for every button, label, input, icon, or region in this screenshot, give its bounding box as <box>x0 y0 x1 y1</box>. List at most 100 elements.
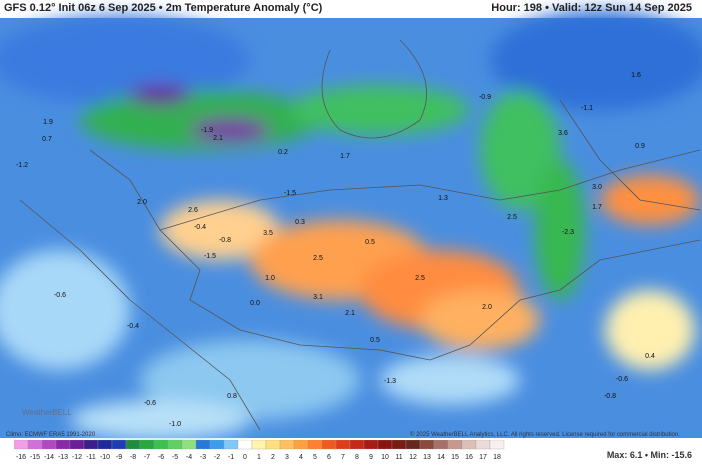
colorbar-swatch <box>461 440 477 450</box>
anomaly-label: -1.9 <box>201 127 213 134</box>
borders <box>19 39 701 431</box>
colorbar-label: 4 <box>299 454 303 461</box>
colorbar-label: 17 <box>479 454 487 461</box>
colorbar-label: 9 <box>369 454 373 461</box>
colorbar-swatch <box>195 440 211 450</box>
anomaly-label: 2.5 <box>507 214 517 221</box>
colorbar-swatch <box>307 440 323 450</box>
colorbar-label: -9 <box>116 454 122 461</box>
anomaly-label: -1.2 <box>16 162 28 169</box>
colorbar-label: -7 <box>144 454 150 461</box>
colorbar-swatch <box>237 440 253 450</box>
colorbar-swatch <box>251 440 267 450</box>
colorbar-label: 1 <box>257 454 261 461</box>
colorbar-label: 3 <box>285 454 289 461</box>
watermark: WeatherBELL <box>22 408 72 417</box>
anomaly-label: 2.0 <box>137 199 147 206</box>
anomaly-label: -1.1 <box>581 105 593 112</box>
colorbar-label: -4 <box>186 454 192 461</box>
colorbar-swatch <box>321 440 337 450</box>
anomaly-label: 1.6 <box>631 72 641 79</box>
colorbar-label: -15 <box>30 454 40 461</box>
colorbar-label: -11 <box>86 454 96 461</box>
colorbar-label: -6 <box>158 454 164 461</box>
anomaly-label: -0.4 <box>194 224 206 231</box>
anomaly-label: 1.9 <box>43 119 53 126</box>
colorbar-label: 16 <box>465 454 473 461</box>
anomaly-label: 0.9 <box>635 143 645 150</box>
colorbar-label: 13 <box>423 454 431 461</box>
anomaly-label: 0.2 <box>278 149 288 156</box>
anomaly-label: -1.5 <box>284 190 296 197</box>
colorbar-label: -14 <box>44 454 54 461</box>
anomaly-label: -0.6 <box>54 292 66 299</box>
anomaly-label: 0.5 <box>365 239 375 246</box>
anomaly-label: -0.8 <box>604 393 616 400</box>
header-left: GFS 0.12° Init 06z 6 Sep 2025 • 2m Tempe… <box>4 2 323 14</box>
colorbar-swatch <box>97 440 113 450</box>
colorbar-label: 18 <box>493 454 501 461</box>
colorbar-label: 8 <box>355 454 359 461</box>
climo-note: Climo: ECMWF ERA5 1991-2020 <box>6 432 96 438</box>
colorbar-label: -16 <box>16 454 26 461</box>
colorbar-label: -1 <box>228 454 234 461</box>
anomaly-label: -0.6 <box>144 400 156 407</box>
colorbar-swatch <box>419 440 435 450</box>
colorbar-swatch <box>167 440 183 450</box>
colorbar-swatch <box>139 440 155 450</box>
colorbar-label: 7 <box>341 454 345 461</box>
colorbar-label: 14 <box>437 454 445 461</box>
header-right: Hour: 198 • Valid: 12z Sun 14 Sep 2025 <box>491 2 692 14</box>
colorbar-swatch <box>363 440 379 450</box>
colorbar-swatch <box>335 440 351 450</box>
colorbar-label: 6 <box>327 454 331 461</box>
anomaly-label: 0.4 <box>645 353 655 360</box>
anomaly-label: 0.5 <box>370 337 380 344</box>
colorbar-swatch <box>279 440 295 450</box>
anomaly-label: 3.1 <box>313 294 323 301</box>
colorbar-label: 12 <box>409 454 417 461</box>
anomaly-label: -0.8 <box>219 237 231 244</box>
colorbar-swatch <box>14 440 29 450</box>
anomaly-label: 2.1 <box>213 135 223 142</box>
anomaly-label: -1.3 <box>384 378 396 385</box>
anomaly-label: -0.6 <box>616 376 628 383</box>
colorbar-label: -13 <box>58 454 68 461</box>
anomaly-label: 1.0 <box>265 275 275 282</box>
anomaly-label: -1.0 <box>169 421 181 428</box>
colorbar-label: -8 <box>130 454 136 461</box>
anomaly-label: 0.8 <box>227 393 237 400</box>
anomaly-label: 3.6 <box>558 130 568 137</box>
anomaly-label: 1.3 <box>438 195 448 202</box>
map: 1.9 0.7 -1.2 2.0 2.6 -0.4 -0.8 3.5 0.3 0.5 1.3 2.5 -… <box>0 10 702 440</box>
colorbar-swatch <box>405 440 421 450</box>
anomaly-label: 0.7 <box>42 136 52 143</box>
colorbar-swatch <box>153 440 169 450</box>
anomaly-label: 1.7 <box>340 153 350 160</box>
colorbar-swatch <box>83 440 99 450</box>
colorbar-label: 10 <box>381 454 389 461</box>
colorbar-swatch <box>349 440 365 450</box>
colorbar-swatch <box>489 440 505 450</box>
anomaly-label: -0.4 <box>127 323 139 330</box>
colorbar-swatch <box>475 440 491 450</box>
colorbar-label: 2 <box>271 454 275 461</box>
colorbar-swatch <box>223 440 239 450</box>
anomaly-label: 2.1 <box>345 310 355 317</box>
colorbar-label: -3 <box>200 454 206 461</box>
anomaly-label: 2.5 <box>313 255 323 262</box>
colorbar-swatch <box>377 440 393 450</box>
colorbar-label: 11 <box>395 454 402 461</box>
max-min: Max: 6.1 • Min: -15.6 <box>606 450 692 460</box>
colorbar-swatch <box>209 440 225 450</box>
colorbar-label: -12 <box>72 454 82 461</box>
anomaly-label: 0.3 <box>295 219 305 226</box>
colorbar-swatch <box>55 440 71 450</box>
colorbar-swatch <box>391 440 407 450</box>
colorbar-swatch <box>447 440 463 450</box>
colorbar-label: 5 <box>313 454 317 461</box>
colorbar-label: -5 <box>172 454 178 461</box>
anomaly-label: 2.5 <box>415 275 425 282</box>
colorbar-label: 15 <box>451 454 459 461</box>
